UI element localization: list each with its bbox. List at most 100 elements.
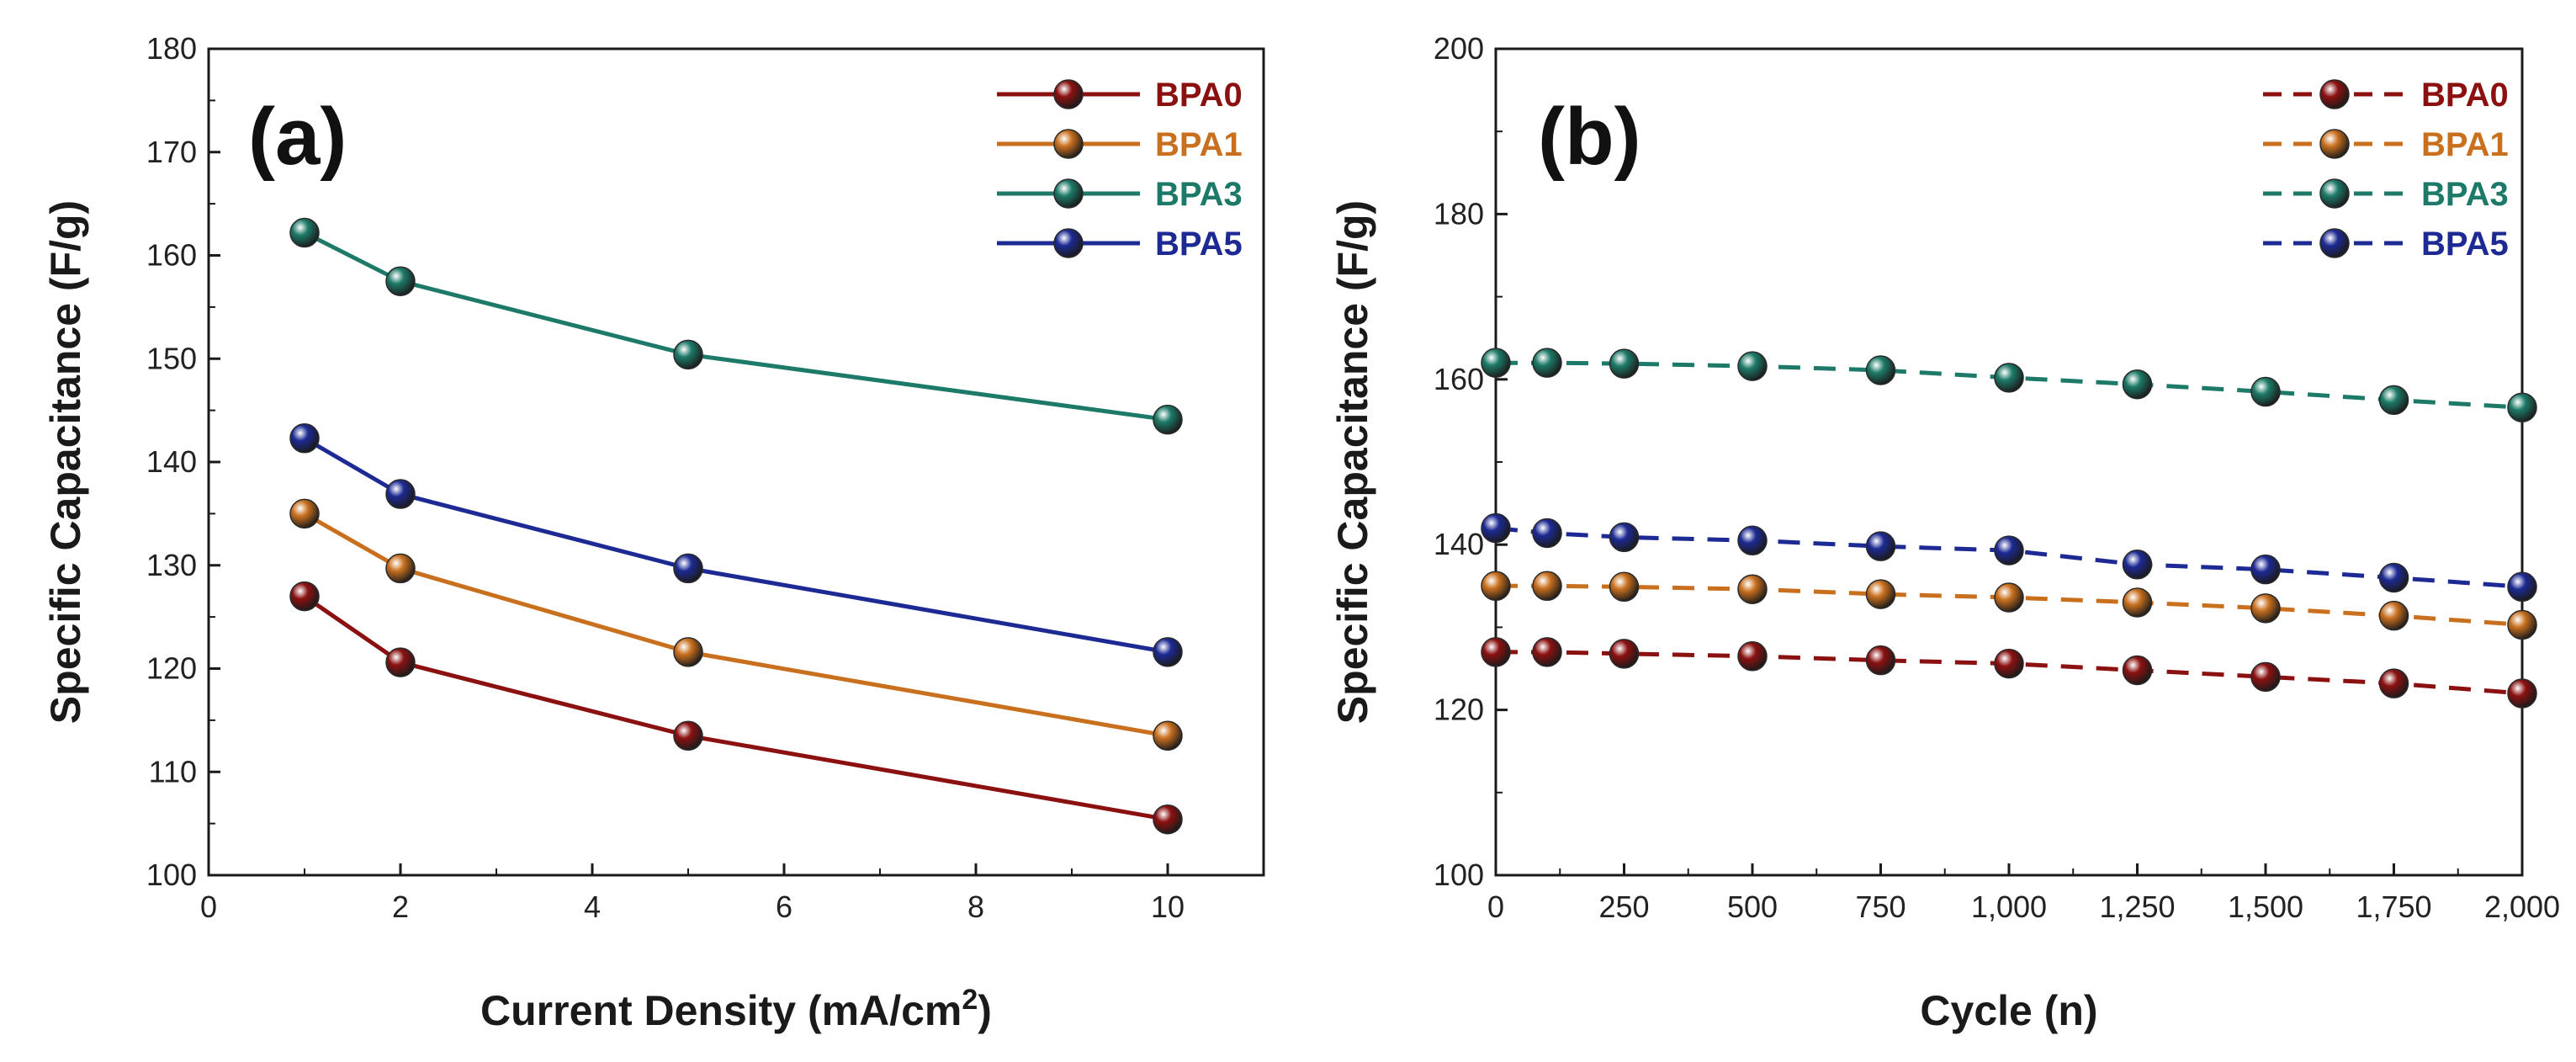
series-bpa3 [289,217,1183,435]
legend-label: BPA3 [2421,176,2509,213]
data-point-bpa3 [1994,363,2024,393]
y-tick-label: 150 [146,341,197,375]
panel-label: (b) [1538,92,1641,182]
data-point-bpa0 [289,581,320,612]
x-tick-label: 1,250 [2099,889,2175,924]
data-point-bpa0 [1532,637,1562,667]
x-tick-label: 2,000 [2484,889,2560,924]
series-line-bpa5 [303,436,1169,655]
data-point-bpa5 [1865,531,1896,561]
series-line-bpa1 [303,512,1169,738]
legend-marker [2319,228,2350,258]
plot-frame [1494,47,2524,877]
x-tick-label: 4 [584,889,601,924]
data-point-bpa3 [2122,369,2153,400]
x-axis-title-main: Current Density (mA/cm [480,987,962,1034]
data-point-bpa3 [2250,376,2281,407]
y-tick-label: 140 [146,444,197,479]
legend-marker [1053,129,1084,159]
data-point-bpa3 [289,217,320,248]
legend-marker [1053,178,1084,209]
legend-label: BPA3 [1155,176,1243,213]
data-point-bpa1 [1153,720,1183,751]
legend-entry-bpa1: BPA1 [997,126,1243,163]
data-point-bpa3 [1865,355,1896,385]
panel-a: 100 110 120 130 140 150 160 170 180 0 2 4 6 8 10 Specif… [42,31,1265,1034]
x-axis-title: Current Density (mA/cm2) [480,984,992,1034]
data-point-bpa3 [1737,351,1768,381]
series-bpa0 [289,581,1183,835]
x-tick-label: 6 [776,889,792,924]
data-point-bpa1 [2122,587,2153,618]
data-point-bpa1 [1737,574,1768,604]
legend-label: BPA5 [1155,226,1243,263]
y-tick-label: 130 [146,548,197,582]
data-point-bpa1 [1865,579,1896,609]
y-tick-label: 200 [1434,31,1484,66]
data-point-bpa0 [2250,661,2281,693]
data-point-bpa5 [1481,512,1511,544]
y-tick-label: 160 [1434,362,1484,396]
x-tick-label: 1,750 [2356,889,2431,924]
y-tick-label: 100 [146,858,197,892]
y-tick-label: 110 [149,754,197,789]
data-point-bpa3 [2507,392,2537,422]
series-bpa5 [289,423,1183,667]
x-axis-title-end: ) [978,987,992,1034]
data-point-bpa1 [1481,571,1511,602]
legend-marker [1053,79,1084,109]
plot-frame [207,47,1265,877]
data-point-bpa1 [2378,600,2409,631]
series-line-bpa0 [303,594,1169,822]
legend-marker [2319,79,2350,109]
data-point-bpa1 [1609,571,1640,603]
x-tick-label: 500 [1727,889,1778,924]
y-tick-label: 120 [1434,693,1484,727]
data-point-bpa0 [2378,668,2409,698]
x-tick-label: 0 [200,889,217,924]
data-point-bpa5 [385,479,416,509]
data-point-bpa5 [1153,637,1183,667]
series-bpa1 [1481,571,2537,640]
y-axis-title: Specific Capacitance (F/g) [42,200,89,724]
data-point-bpa1 [385,553,416,584]
data-point-bpa5 [289,423,320,454]
x-tick-label: 8 [967,889,984,924]
legend-label: BPA1 [1155,126,1243,163]
legend-entry-bpa0: BPA0 [997,77,1243,114]
y-tick-label: 100 [1434,858,1484,892]
series-line-bpa0 [1496,650,2523,696]
data-point-bpa0 [2507,678,2537,709]
legend-marker [2319,129,2350,159]
x-tick-label: 0 [1487,889,1504,924]
series-bpa0 [1481,637,2537,709]
data-point-bpa5 [2122,550,2153,580]
series-line-bpa5 [1495,526,2523,589]
data-point-bpa3 [1153,404,1183,435]
x-axis-title-superscript: 2 [962,984,978,1016]
data-point-bpa0 [2122,655,2153,686]
legend-entry-bpa0: BPA0 [2263,77,2509,114]
data-point-bpa0 [385,647,416,677]
x-axis-title-main: Cycle (n) [1920,987,2097,1034]
y-tick-label: 180 [146,31,197,66]
legend-entry-bpa3: BPA3 [997,176,1243,213]
y-tick-label: 180 [1434,196,1484,231]
series-line-bpa3 [303,231,1169,422]
panel-b: 100 120 140 160 180 200 0 250 500 750 1,000 1,250 1,… [1329,31,2560,1034]
data-point-bpa3 [1532,348,1562,378]
legend-entry-bpa3: BPA3 [2263,176,2509,213]
y-axis-title: Specific Capacitance (F/g) [1329,200,1376,724]
legend-label: BPA5 [2421,226,2509,263]
data-point-bpa5 [673,553,703,584]
data-point-bpa5 [1737,525,1768,556]
legend-entry-bpa1: BPA1 [2263,126,2509,163]
legend-label: BPA0 [2421,77,2509,114]
data-point-bpa5 [1532,518,1562,549]
data-point-bpa0 [1994,648,2024,679]
series-bpa1 [289,498,1183,751]
data-point-bpa0 [1609,639,1640,669]
x-tick-label: 750 [1855,889,1905,924]
data-point-bpa3 [1609,348,1640,379]
data-point-bpa1 [289,498,320,529]
